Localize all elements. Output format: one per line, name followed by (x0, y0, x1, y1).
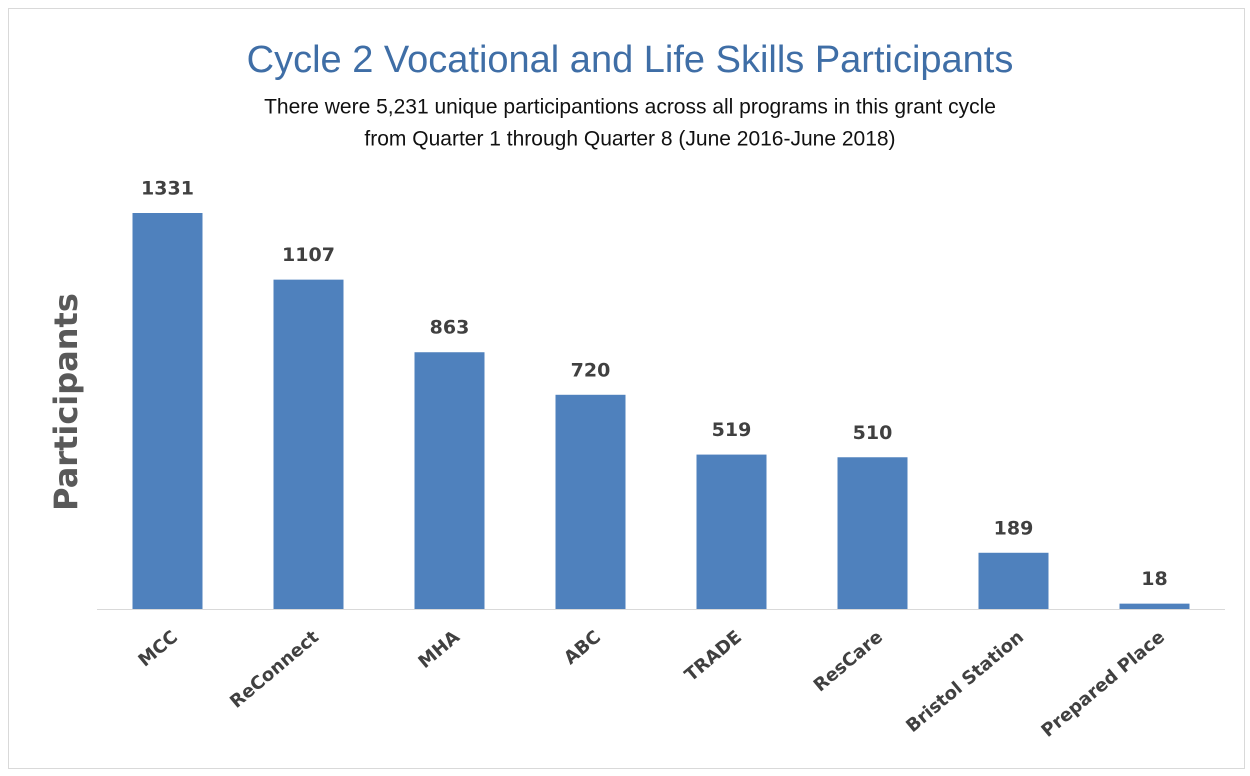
bar (978, 552, 1049, 609)
bar (696, 454, 767, 609)
bar (837, 457, 908, 609)
data-label: 510 (853, 422, 893, 444)
chart-border (8, 8, 1245, 769)
chart-title: Cycle 2 Vocational and Life Skills Parti… (247, 39, 1014, 81)
data-label: 863 (430, 317, 470, 339)
data-label: 189 (994, 517, 1034, 539)
data-label: 1107 (282, 244, 335, 266)
y-axis-label: Participants (47, 293, 85, 511)
data-label: 18 (1141, 568, 1167, 590)
data-label: 519 (712, 419, 752, 441)
bar (132, 213, 203, 609)
data-label: 720 (571, 359, 611, 381)
bar (414, 352, 485, 609)
bar (555, 394, 626, 609)
chart-subtitle: There were 5,231 unique participantions … (264, 96, 996, 119)
bar (1119, 603, 1190, 609)
chart-subtitle: from Quarter 1 through Quarter 8 (June 2… (364, 128, 895, 151)
data-label: 1331 (141, 178, 194, 200)
bar (273, 279, 344, 609)
